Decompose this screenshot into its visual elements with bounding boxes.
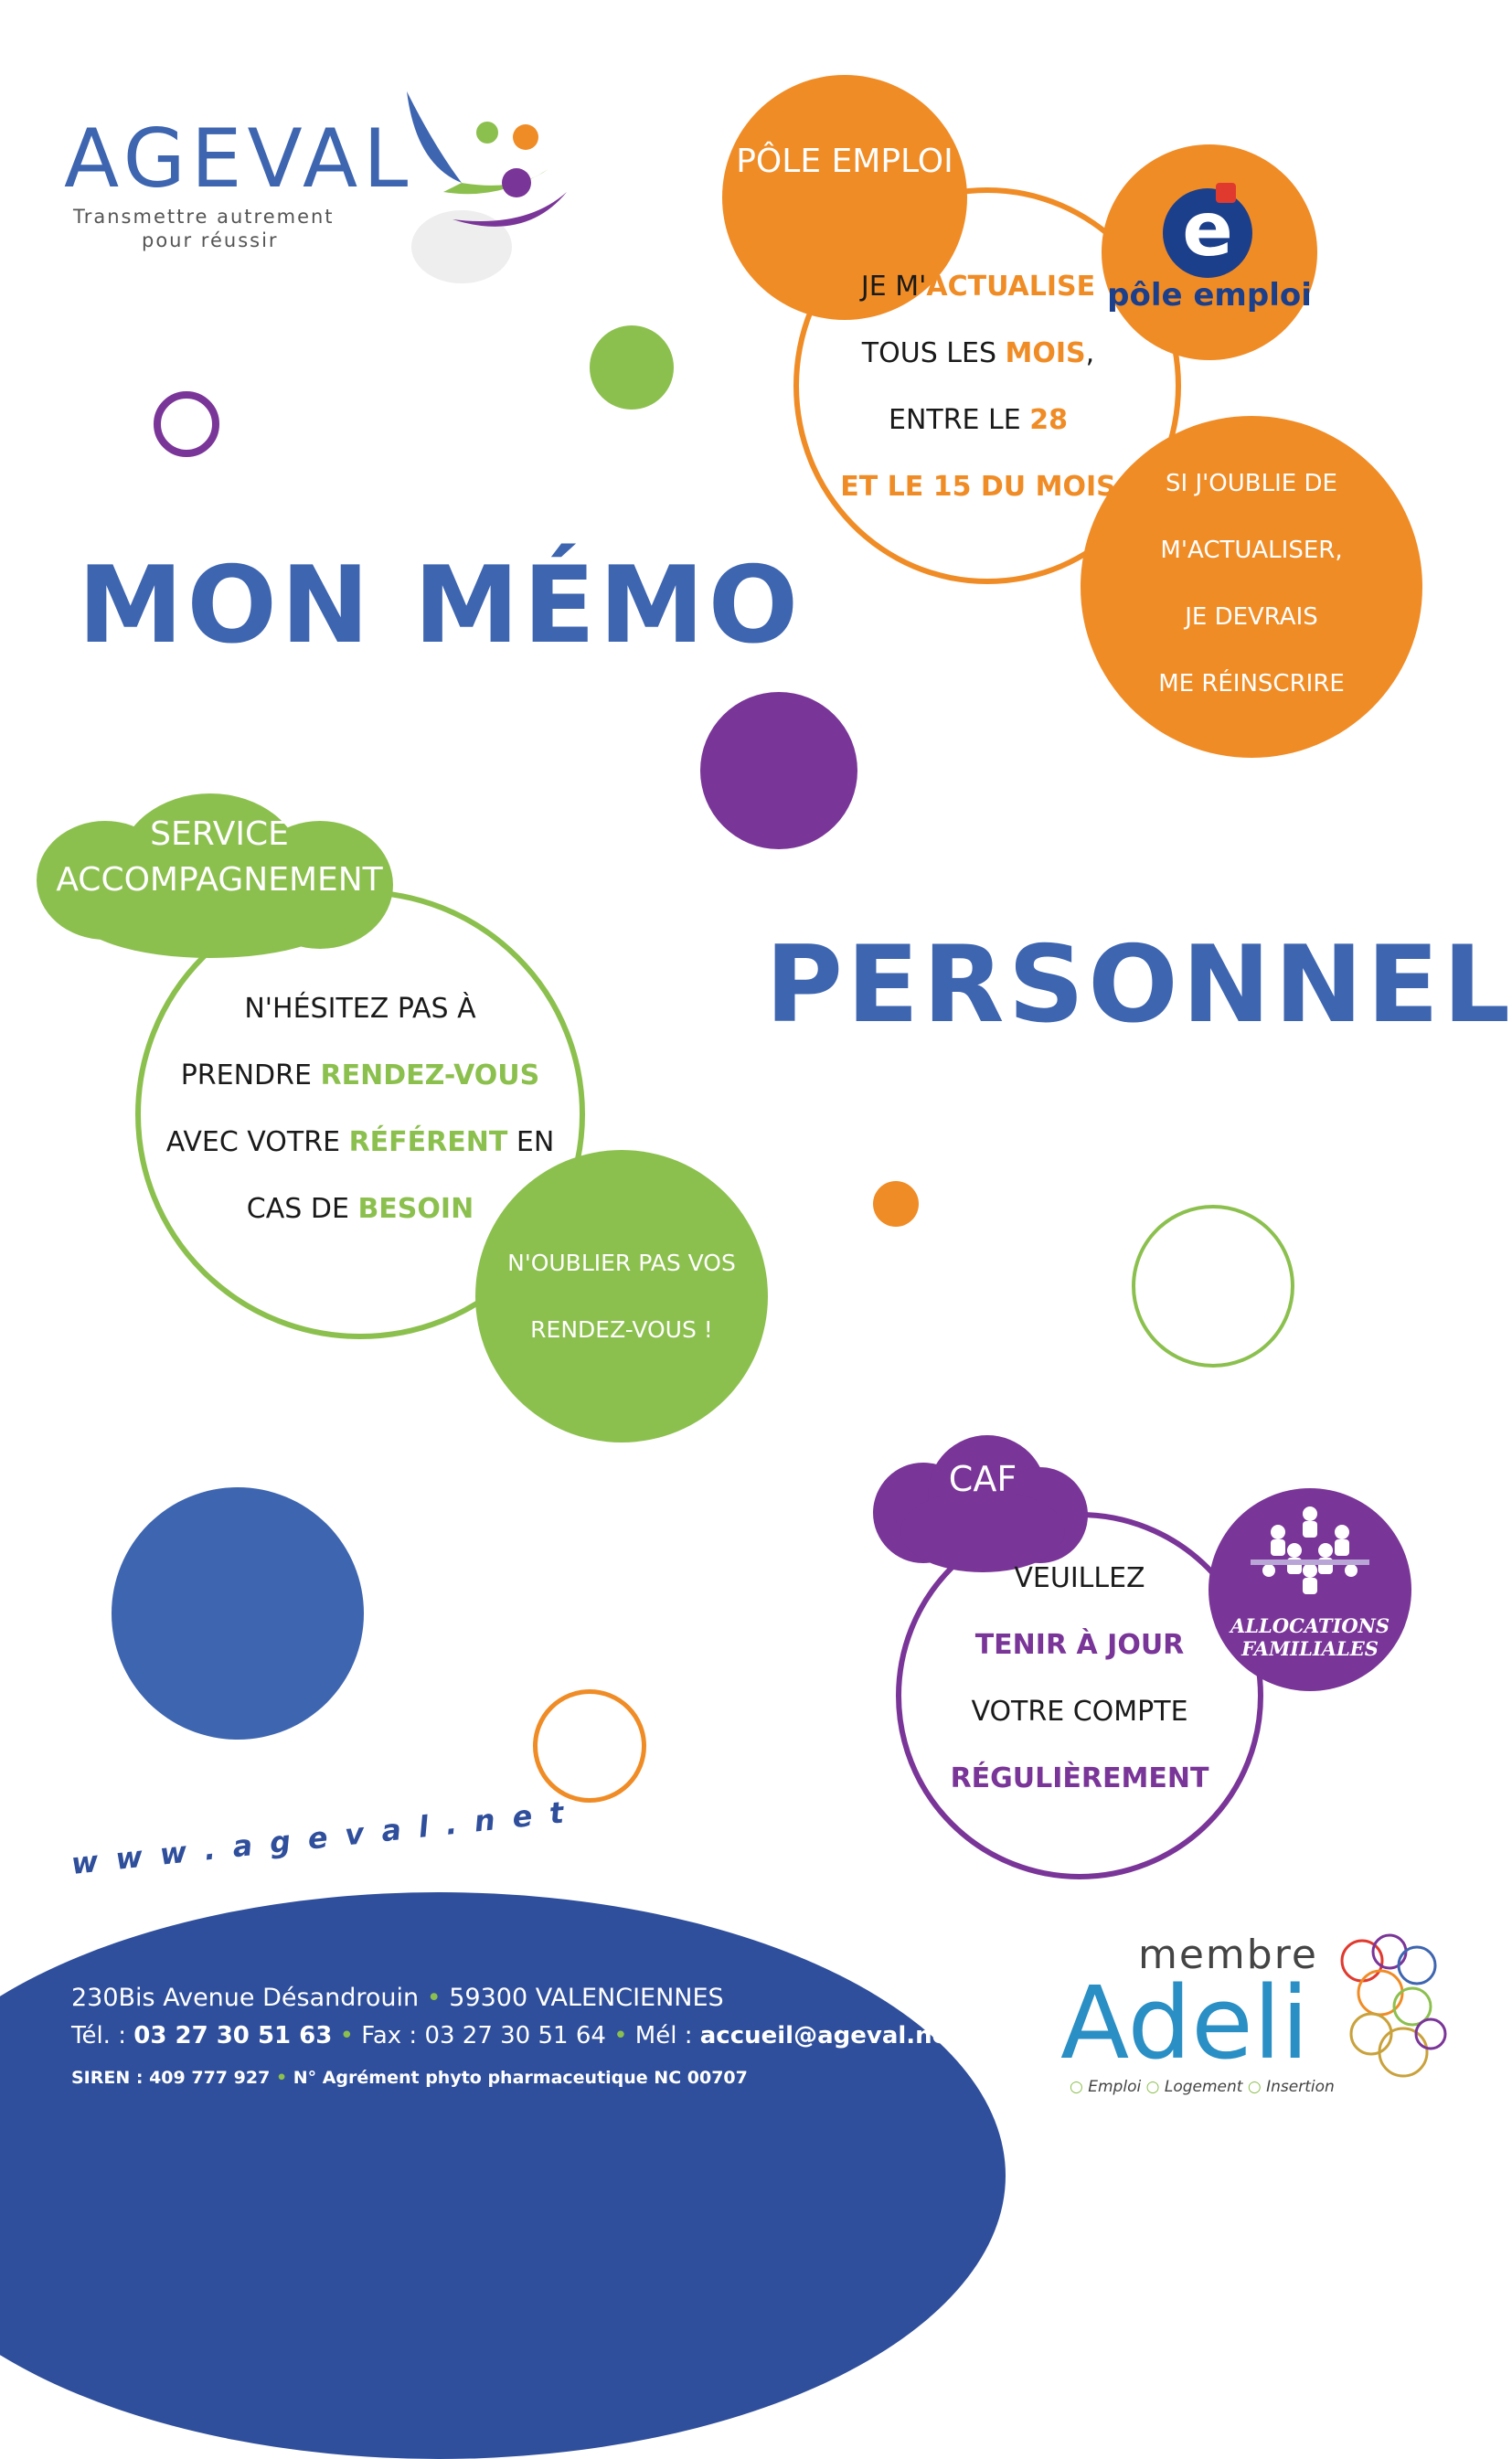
footer-website[interactable]: w w w . a g e v a l . n e t [69,1794,570,1881]
caf-people-icon [1251,1506,1369,1594]
footer-address: 230Bis Avenue Désandrouin [71,1984,420,2012]
decor-circle-orange-small [873,1181,919,1227]
title-line-1: MON MÉMO [78,544,803,667]
footer-band [0,1892,1006,2459]
footer-siren: SIREN : 409 777 927 [71,2068,271,2088]
pole-emploi-line-4: ET LE 15 DU MOIS [840,471,1116,503]
caf-logo-circle: ALLOCATIONS FAMILIALES [1209,1488,1411,1691]
service-reminder-line-2: RENDEZ-VOUS ! [530,1316,713,1343]
pole-emploi-warning-line-4: ME RÉINSCRIRE [1158,670,1345,697]
pole-emploi-logo-icon: e [1163,183,1252,278]
pole-emploi-logo-circle: e pôle emploi [1102,144,1317,360]
pole-emploi-label-bubble [722,75,967,320]
pole-emploi-text: JE M'ACTUALISE TOUS LES MOIS, ENTRE LE 2… [814,253,1143,520]
service-reminder-text: N'OUBLIER PAS VOS RENDEZ-VOUS ! [475,1230,768,1363]
pole-emploi-line-2: TOUS LES MOIS, [861,337,1095,369]
caf-line-4: RÉGULIÈREMENT [950,1762,1209,1794]
ageval-logo-text: AGEVAL [64,112,414,206]
ageval-tagline-1: Transmettre autrement [73,206,335,228]
decor-circle-purple-outline [154,391,219,457]
footer-email[interactable]: accueil@ageval.net [699,2022,960,2049]
decor-circle-purple-filled [700,692,857,849]
pole-emploi-logo-text: pôle emploi [1107,277,1312,314]
pole-emploi-logo-accent [1216,183,1236,203]
service-text: N'HÉSITEZ PAS À PRENDRE RENDEZ-VOUS AVEC… [141,975,580,1242]
pole-emploi-label: PÔLE EMPLOI [736,143,953,180]
caf-text: VEUILLEZ TENIR À JOUR VOTRE COMPTE RÉGUL… [900,1545,1259,1812]
decor-circle-green-filled [590,325,674,410]
caf-logo-line-1: ALLOCATIONS [1230,1614,1390,1637]
footer-tel: 03 27 30 51 63 [133,2022,333,2049]
pole-emploi-line-3: ENTRE LE 28 [888,404,1068,436]
ageval-tagline-2: pour réussir [142,229,279,251]
decor-circle-green-outline [1132,1205,1294,1368]
pole-emploi-warning-text: SI J'OUBLIE DE M'ACTUALISER, JE DEVRAIS … [1081,451,1422,718]
adeli-name: Adeli [1060,1964,1309,2081]
title-line-2: PERSONNEL [765,923,1512,1047]
service-label-cloud [37,793,402,958]
pole-emploi-logo-letter: e [1182,186,1233,273]
service-line-4: CAS DE BESOIN [246,1193,474,1225]
adeli-tagline: ○ Emploi ○ Logement ○ Insertion [1070,2078,1335,2096]
caf-line-2: TENIR À JOUR [974,1629,1185,1661]
service-label: SERVICE ACCOMPAGNEMENT [37,812,402,903]
pole-emploi-line-1: JE M'ACTUALISE [860,271,1096,303]
pole-emploi-warning-line-2: M'ACTUALISER, [1160,537,1343,564]
adeli-rings-icon [1340,1933,1447,2078]
ageval-logo: AGEVAL Transmettre autrement pour réussi… [64,82,567,283]
caf-logo-line-2: FAMILIALES [1241,1637,1379,1660]
footer-fax: 03 27 30 51 64 [424,2022,606,2049]
footer-agrement: N° Agrément phyto pharmaceutique NC 0070… [293,2068,748,2088]
pole-emploi-warning-circle [1081,416,1422,758]
decor-circle-orange-outline [533,1689,646,1803]
decor-circle-blue-filled [112,1487,364,1740]
service-label-line-2: ACCOMPAGNEMENT [56,861,383,899]
adeli-top-text: membre [1138,1932,1318,1978]
caf-line-3: VOTRE COMPTE [971,1696,1188,1728]
service-line-2: PRENDRE RENDEZ-VOUS [180,1059,540,1091]
caf-label: CAF [948,1459,1017,1499]
service-line-1: N'HÉSITEZ PAS À [244,993,476,1025]
pole-emploi-warning-line-1: SI J'OUBLIE DE [1166,470,1337,497]
footer-city: 59300 VALENCIENNES [449,1984,724,2012]
caf-line-1: VEUILLEZ [1014,1562,1145,1594]
caf-label-cloud [873,1435,1092,1572]
footer-address-line: 230Bis Avenue Désandrouin • 59300 VALENC… [71,1984,724,2012]
pole-emploi-warning-line-3: JE DEVRAIS [1185,603,1318,631]
service-line-3: AVEC VOTRE RÉFÉRENT EN [165,1126,555,1158]
adeli-logo: membre Adeli ○ Emploi ○ Logement ○ Inser… [1051,1924,1472,2107]
service-reminder-line-1: N'OUBLIER PAS VOS [507,1250,736,1276]
footer-contact-line: Tél. : 03 27 30 51 63 • Fax : 03 27 30 5… [71,2022,960,2049]
service-reminder-circle [475,1150,768,1442]
footer-legal-line: SIREN : 409 777 927 • N° Agrément phyto … [71,2068,748,2088]
ageval-people-icon [407,91,567,283]
service-label-line-1: SERVICE [150,815,289,853]
